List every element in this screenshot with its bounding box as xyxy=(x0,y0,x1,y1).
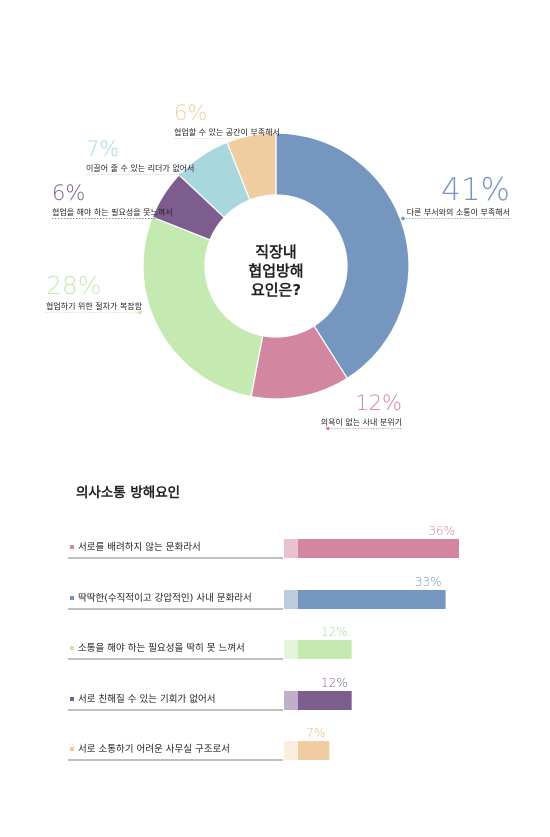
bar-value-label: 12% xyxy=(321,625,348,639)
slice-label-group: 7% 이끌어 줄 수 있는 리더가 없어서 xyxy=(86,137,194,177)
slice-label-group: 6% 협업을 해야 하는 필요성을 못느껴서 xyxy=(52,181,173,221)
slice-category-label: 의욕이 없는 사내 분위기 xyxy=(321,417,402,427)
donut-slice xyxy=(226,132,277,201)
bullet-square xyxy=(70,747,74,751)
bar-row: 서로 친해질 수 있는 기회가 없어서 12% xyxy=(68,676,352,711)
donut-slice xyxy=(142,216,264,398)
bar xyxy=(298,590,446,609)
slice-value-label: 6% xyxy=(52,181,85,205)
bar-cap xyxy=(284,741,298,760)
slice-value-label: 7% xyxy=(86,137,119,161)
bar-chart: 서로를 배려하지 않는 문화라서 36% 딱딱한(수직적이고 강압적인) 사내 문화… xyxy=(68,524,459,761)
slice-label-group: 28%협업하기 위한 절차가 복잡함 xyxy=(46,271,143,315)
bar-row: 서로를 배려하지 않는 문화라서 36% xyxy=(68,524,459,559)
bar-category-label: 소통을 해야 하는 필요성을 딱히 못 느껴서 xyxy=(78,642,245,654)
bar-value-label: 7% xyxy=(306,726,325,740)
slice-category-label: 다른 부서와의 소통이 부족해서 xyxy=(407,207,510,217)
center-line-1: 직장내 xyxy=(255,243,296,261)
slice-label-group: 41%다른 부서와의 소통이 부족해서 xyxy=(401,172,510,221)
bullet-square xyxy=(70,596,74,600)
slice-category-label: 협업하기 위한 절차가 복잡함 xyxy=(46,301,143,311)
bar-value-label: 12% xyxy=(321,676,348,690)
bar xyxy=(298,539,459,558)
bar-category-label: 서로 소통하기 어려운 사무실 구조로서 xyxy=(78,743,230,755)
bar-cap xyxy=(284,590,298,609)
leader-dot xyxy=(179,172,183,177)
bar-row: 딱딱한(수직적이고 강압적인) 사내 문화라서 33% xyxy=(68,575,446,610)
leader-dot xyxy=(401,216,405,221)
donut-slice xyxy=(275,132,410,380)
bar-category-label: 서로 친해질 수 있는 기회가 없어서 xyxy=(78,693,215,705)
slice-category-label: 협업할 수 있는 공간이 부족해서 xyxy=(174,127,280,137)
bar-chart-title: 의사소통 방해요인 xyxy=(76,485,181,501)
leader-dot xyxy=(138,310,142,315)
slice-category-label: 이끌어 줄 수 있는 리더가 없어서 xyxy=(86,163,194,173)
leader-dot xyxy=(250,136,254,141)
slice-value-label: 12% xyxy=(355,391,402,415)
slice-category-label: 협업을 해야 하는 필요성을 못느껴서 xyxy=(52,207,173,217)
bullet-square xyxy=(70,545,74,549)
bar xyxy=(298,741,330,760)
slice-value-label: 6% xyxy=(174,101,207,125)
bar-cap xyxy=(284,640,298,659)
slice-value-label: 41% xyxy=(441,172,510,208)
bullet-square xyxy=(70,697,74,701)
bar-row: 소통을 해야 하는 필요성을 딱히 못 느껴서 12% xyxy=(68,625,352,660)
center-line-2: 협업방해 xyxy=(248,262,303,280)
leader-dot xyxy=(161,216,165,221)
bar-value-label: 36% xyxy=(428,524,455,538)
slice-label-group: 6% 협업할 수 있는 공간이 부족해서 xyxy=(174,101,280,141)
bar-value-label: 33% xyxy=(415,575,442,589)
slice-label-group: 12% 의욕이 없는 사내 분위기 xyxy=(321,391,402,430)
bar-cap xyxy=(284,539,298,558)
slice-value-label: 28% xyxy=(46,271,102,300)
bar-row: 서로 소통하기 어려운 사무실 구조로서 7% xyxy=(68,726,330,761)
bar xyxy=(298,640,352,659)
bar-cap xyxy=(284,691,298,710)
bar xyxy=(298,691,352,710)
bullet-square xyxy=(70,646,74,650)
donut-center-label: 직장내 협업방해 요인은? xyxy=(248,243,303,299)
center-line-3: 요인은? xyxy=(251,281,301,299)
bar-category-label: 딱딱한(수직적이고 강압적인) 사내 문화라서 xyxy=(78,592,252,604)
leader-dot xyxy=(326,426,330,430)
bar-category-label: 서로를 배려하지 않는 문화라서 xyxy=(78,541,201,553)
